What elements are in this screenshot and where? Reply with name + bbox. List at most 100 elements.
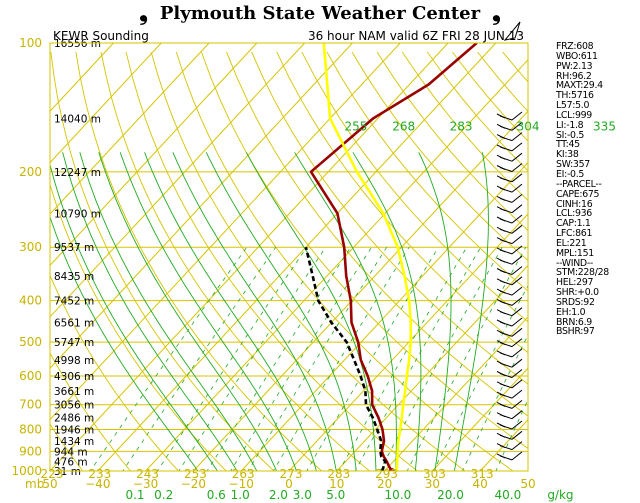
potential-temp-label: 293 — [375, 467, 398, 481]
index-entry: --WIND-- — [556, 257, 594, 269]
index-entry: CAP:1.1 — [556, 218, 591, 230]
height-label: 10790 m — [54, 208, 101, 220]
temperature-tick-label: 30 — [425, 477, 440, 491]
temperature-tick-label: −40 — [85, 477, 110, 491]
pressure-tick-label: 900 — [19, 444, 42, 458]
height-label: 9537 m — [54, 242, 94, 254]
wind-barb — [496, 266, 523, 275]
wind-barb — [496, 194, 523, 203]
dry-adiabat — [201, 51, 528, 449]
dry-adiabat — [326, 51, 528, 292]
plot-frame — [49, 42, 529, 472]
height-label: 4306 m — [54, 371, 94, 383]
index-entry: EI:-0.5 — [556, 168, 585, 180]
index-entry: TT:45 — [556, 139, 580, 151]
potential-temp-label: 283 — [327, 467, 350, 481]
potential-temp-label: 223 — [41, 467, 64, 481]
mixing-ratio-line — [230, 246, 372, 471]
wind-barb — [496, 297, 523, 306]
dry-adiabat — [50, 352, 132, 471]
pressure-tick-label: 800 — [19, 423, 42, 437]
dry-adiabat — [301, 51, 528, 323]
isotherm-line — [432, 367, 528, 471]
wind-barb — [496, 214, 523, 224]
theta-e-label: 268 — [392, 119, 415, 133]
wind-barb — [496, 338, 523, 348]
left-flag-icon: ❟ — [139, 0, 148, 26]
index-entry: TH:5716 — [556, 90, 594, 102]
height-label: 5747 m — [54, 337, 94, 349]
wind-barb — [496, 307, 523, 317]
station-title: KEWR Sounding — [53, 29, 149, 43]
surface-point — [388, 468, 395, 471]
dry-adiabat — [125, 51, 419, 471]
index-entry: KI:38 — [556, 149, 579, 161]
index-entry: SI:-0.5 — [556, 129, 585, 141]
wind-barb — [496, 379, 523, 389]
moist-adiabat — [453, 152, 489, 471]
pressure-tick-label: 500 — [19, 335, 42, 349]
potential-temp-label: 243 — [136, 467, 159, 481]
height-label: 8435 m — [54, 271, 94, 283]
sounding-traces — [304, 43, 478, 471]
wind-barb — [496, 152, 523, 162]
wind-barb — [496, 348, 523, 358]
dry-adiabat — [251, 51, 528, 385]
mixing-ratio-label: 20.0 — [437, 488, 464, 502]
mixing-ratio-line — [306, 246, 439, 471]
wind-barb — [496, 163, 523, 172]
height-label: 3661 m — [54, 386, 94, 398]
wind-barb — [496, 441, 523, 451]
mixing-ratio-line — [89, 246, 248, 471]
isotherm-line — [97, 43, 497, 471]
index-entry: SW:357 — [556, 159, 590, 171]
index-entry: SHR:+0.0 — [556, 287, 599, 299]
index-entry: RH:96.2 — [556, 70, 592, 82]
mixing-ratio-line — [406, 247, 527, 471]
wind-barb — [496, 389, 523, 399]
theta-e-label: 335 — [593, 119, 616, 133]
pressure-tick-label: 100 — [19, 36, 42, 50]
theta-e-label: 255 — [344, 119, 367, 133]
wind-barb — [496, 173, 523, 183]
mixing-ratio-label: 0.2 — [154, 488, 173, 502]
temperature-tick-label: 20 — [377, 477, 392, 491]
moist-adiabat — [50, 163, 218, 471]
dry-adiabat — [75, 52, 323, 471]
isotherm-line — [384, 316, 528, 471]
index-entry: MPL:151 — [556, 247, 594, 259]
index-entry: STM:228/28 — [556, 267, 609, 279]
pressure-tick-label: 400 — [19, 294, 42, 308]
moist-adiabat — [98, 152, 278, 471]
index-entry: L57:5.0 — [556, 100, 590, 112]
potential-temp-label: 313 — [471, 467, 494, 481]
wind-barb — [496, 327, 523, 337]
index-entry: EH:1.0 — [556, 306, 586, 318]
dry-adiabat — [150, 51, 466, 471]
temperature-tick-label: 10 — [329, 477, 344, 491]
moist-adiabat — [172, 152, 337, 471]
mixing-ratio-label: 10.0 — [385, 488, 412, 502]
pressure-tick-label: 300 — [19, 240, 42, 254]
wind-barb — [496, 245, 523, 255]
theta-e-label: 283 — [450, 119, 473, 133]
potential-temp-label: 273 — [280, 467, 303, 481]
index-entry: WBO:611 — [556, 50, 598, 62]
mixing-ratio-line — [354, 246, 482, 471]
wind-barb — [496, 410, 523, 420]
mixing-ratio-line — [338, 246, 468, 471]
isotherm-line — [50, 43, 210, 215]
wind-barb — [496, 430, 523, 440]
mixing-ratio-label: 2.0 — [269, 488, 288, 502]
mixing-ratio-label: 3.0 — [293, 488, 312, 502]
index-entry: BSHR:97 — [556, 326, 595, 338]
wind-barb — [496, 451, 523, 461]
mixing-ratio-line — [433, 284, 528, 471]
wind-barb — [496, 183, 523, 193]
temperature-tick-label: −10 — [229, 477, 254, 491]
index-entry: HEL:297 — [556, 277, 594, 289]
potential-temp-label: 233 — [88, 467, 111, 481]
wind-barb — [496, 121, 523, 131]
index-entry: --PARCEL-- — [556, 178, 602, 190]
